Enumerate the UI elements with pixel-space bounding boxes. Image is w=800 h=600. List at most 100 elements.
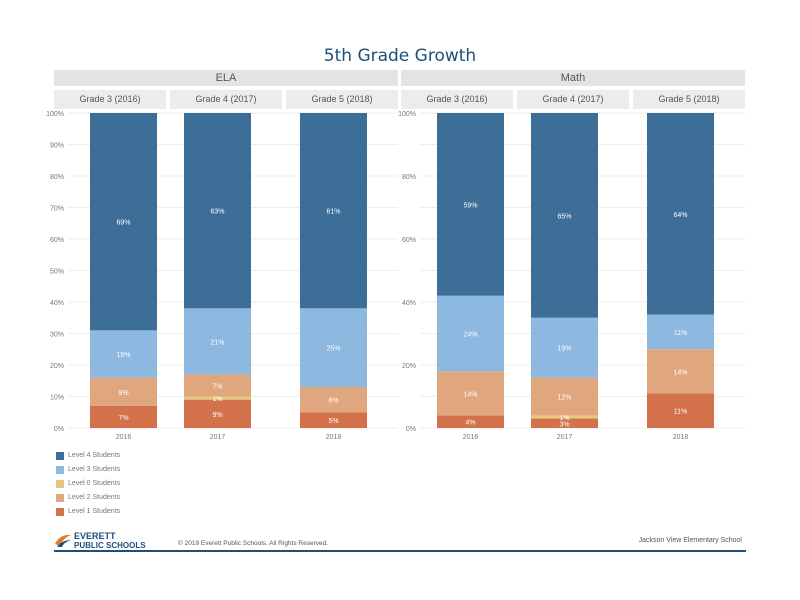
y-tick-label: 70% — [50, 206, 64, 213]
x-tick-label: 2017 — [557, 434, 573, 441]
bar-segment-level-2-students — [531, 377, 598, 416]
legend-swatch — [56, 507, 64, 516]
bar-segment-level-1-students — [300, 412, 367, 428]
data-label: 61% — [326, 209, 340, 216]
bar-segment-level-3-students — [300, 308, 367, 388]
bar-segment-level-4-students — [300, 113, 367, 309]
data-label: 14% — [463, 391, 477, 398]
y-tick-label: 50% — [50, 269, 64, 276]
bar-segment-level-2-students — [184, 374, 251, 397]
data-label: 25% — [326, 346, 340, 353]
legend-label: Level 3 Students — [68, 466, 121, 473]
bar-segment-level-0-students — [184, 396, 251, 400]
bar-segment-level-3-students — [90, 330, 157, 378]
x-tick-label: 2017 — [210, 434, 226, 441]
y-tick-label: 0% — [406, 426, 416, 433]
data-label: 19% — [557, 346, 571, 353]
legend-item-level1: Level 1 Students — [56, 505, 120, 518]
data-label: 59% — [463, 202, 477, 209]
column-header-math-grade5: Grade 5 (2018) — [633, 90, 745, 109]
legend-swatch — [56, 493, 64, 502]
x-tick-label: 2016 — [463, 434, 479, 441]
bar-segment-level-3-students — [437, 295, 504, 372]
district-logo: EVERETT PUBLIC SCHOOLS — [54, 530, 164, 552]
data-label: 7% — [118, 415, 128, 422]
legend-label: Level 0 Students — [68, 480, 121, 487]
bar-segment-level-4-students — [184, 113, 251, 309]
data-label: 7% — [212, 383, 222, 390]
bar-segment-level-3-students — [531, 317, 598, 378]
data-label: 11% — [674, 409, 688, 416]
data-label: 63% — [210, 209, 224, 216]
bar-segment-level-1-students — [184, 399, 251, 428]
copyright-text: © 2019 Everett Public Schools. All Right… — [178, 540, 329, 547]
data-label: 5% — [328, 418, 338, 425]
y-tick-label: 80% — [50, 174, 64, 181]
y-tick-label: 60% — [50, 237, 64, 244]
y-tick-label: 100% — [46, 111, 64, 118]
bar-segment-level-2-students — [647, 349, 714, 394]
data-label: 65% — [557, 213, 571, 220]
data-label: 11% — [674, 330, 688, 337]
bar-segment-level-1-students — [531, 418, 598, 428]
y-tick-label: 20% — [50, 363, 64, 370]
y-tick-label: 10% — [50, 395, 64, 402]
y-tick-label: 30% — [50, 332, 64, 339]
bar-segment-level-2-students — [90, 377, 157, 406]
bar-segment-level-1-students — [90, 405, 157, 428]
legend-label: Level 2 Students — [68, 494, 121, 501]
legend-swatch — [56, 479, 64, 488]
panel-header-math: Math — [401, 70, 745, 86]
logo-swoosh-icon — [55, 534, 71, 547]
school-name: Jackson View Elementary School — [638, 537, 742, 544]
data-label: 69% — [116, 220, 130, 227]
data-label: 12% — [557, 395, 571, 402]
bar-segment-level-3-students — [184, 308, 251, 375]
bar-segment-level-0-students — [531, 415, 598, 419]
data-label: 1% — [559, 415, 569, 422]
y-tick-label: 40% — [50, 300, 64, 307]
x-tick-label: 2018 — [673, 434, 689, 441]
bar-segment-level-1-students — [647, 393, 714, 428]
panel-header-ela: ELA — [54, 70, 398, 86]
y-tick-label: 40% — [402, 300, 416, 307]
data-label: 9% — [212, 412, 222, 419]
y-tick-label: 90% — [50, 143, 64, 150]
logo-text-line1: EVERETT — [74, 531, 116, 541]
footer-divider — [54, 550, 746, 552]
y-tick-label: 20% — [402, 363, 416, 370]
page-title: 5th Grade Growth — [323, 46, 477, 66]
y-tick-label: 80% — [402, 174, 416, 181]
bar-segment-level-3-students — [647, 314, 714, 350]
data-label: 15% — [116, 352, 130, 359]
column-header-math-grade4: Grade 4 (2017) — [517, 90, 629, 109]
legend-item-level3: Level 3 Students — [56, 463, 120, 476]
bar-segment-level-1-students — [437, 415, 504, 428]
legend-item-level4: Level 4 Students — [56, 449, 120, 462]
y-tick-label: 60% — [402, 237, 416, 244]
column-header-math-grade3: Grade 3 (2016) — [401, 90, 513, 109]
legend: Level 4 Students Level 3 Students Level … — [56, 449, 120, 519]
column-header-ela-grade4: Grade 4 (2017) — [170, 90, 282, 109]
bar-segment-level-4-students — [437, 113, 504, 296]
x-tick-label: 2016 — [116, 434, 132, 441]
data-label: 21% — [210, 339, 224, 346]
data-label: 1% — [212, 396, 222, 403]
logo-text-line2: PUBLIC SCHOOLS — [74, 541, 146, 550]
bar-segment-level-2-students — [300, 387, 367, 413]
data-label: 8% — [328, 398, 338, 405]
y-tick-label: 100% — [398, 111, 416, 118]
data-label: 24% — [463, 332, 477, 339]
legend-label: Level 4 Students — [68, 452, 121, 459]
legend-item-level0: Level 0 Students — [56, 477, 120, 490]
column-header-ela-grade3: Grade 3 (2016) — [54, 90, 166, 109]
bar-segment-level-4-students — [647, 113, 714, 315]
bar-segment-level-4-students — [90, 113, 157, 331]
legend-swatch — [56, 451, 64, 460]
bar-segment-level-2-students — [437, 371, 504, 416]
data-label: 14% — [673, 369, 687, 376]
y-tick-label: 0% — [54, 426, 64, 433]
data-label: 64% — [673, 212, 687, 219]
legend-label: Level 1 Students — [68, 508, 121, 515]
